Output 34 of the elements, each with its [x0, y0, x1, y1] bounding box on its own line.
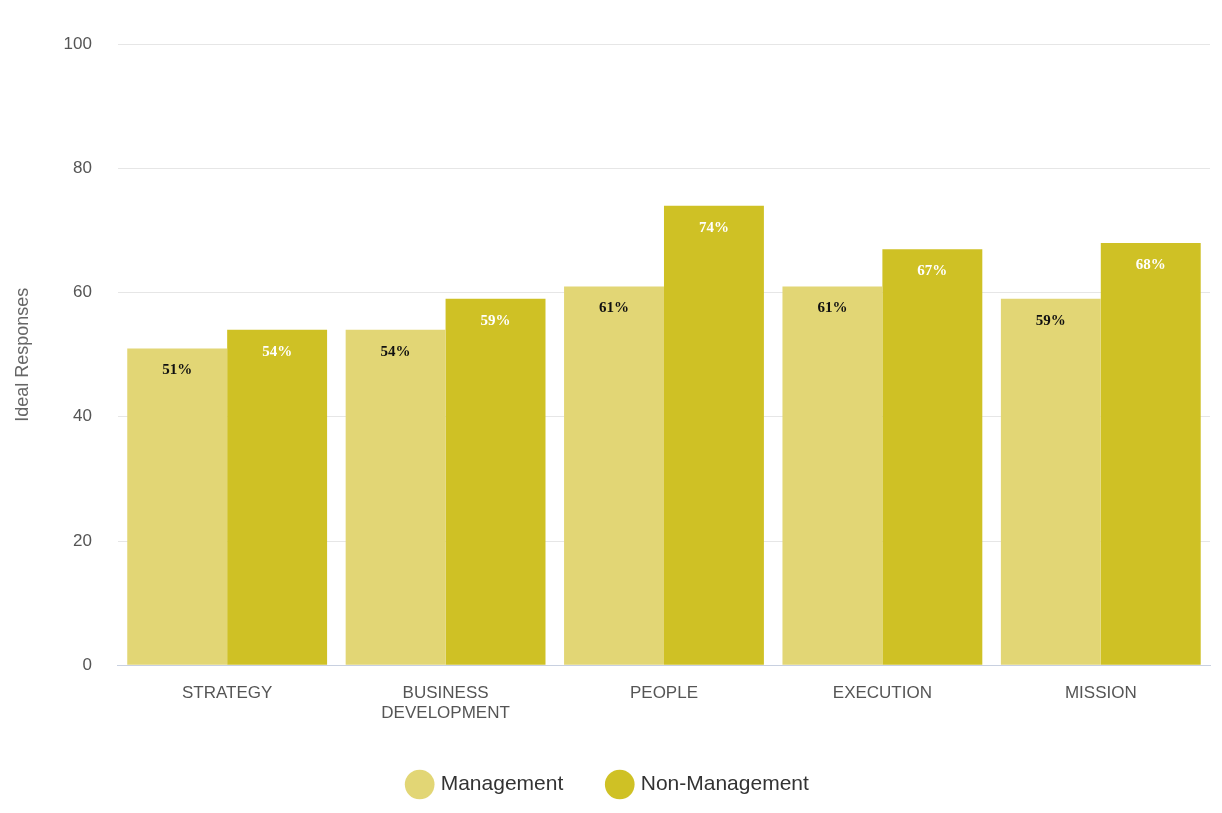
bar	[127, 348, 228, 665]
x-tick-label: PEOPLE	[629, 683, 699, 703]
data-label: 67%	[917, 262, 948, 279]
y-tick-label: 20	[73, 530, 92, 550]
y-tick-label: 0	[82, 654, 92, 674]
data-label: 54%	[262, 342, 293, 359]
bar	[445, 298, 546, 665]
legend-label: Management	[440, 771, 564, 795]
y-tick-label: 40	[73, 406, 92, 426]
bar	[782, 286, 883, 665]
y-tick-label: 80	[73, 158, 92, 178]
bar	[882, 249, 983, 665]
data-label: 68%	[1135, 255, 1166, 272]
y-axis-title: Ideal Responses	[11, 287, 32, 422]
bar	[1100, 242, 1201, 665]
x-tick-label: MISSION	[1064, 683, 1137, 703]
y-tick-label: 60	[73, 282, 92, 302]
legend-label: Non-Management	[640, 771, 809, 795]
data-label: 74%	[698, 218, 729, 235]
data-label: 61%	[599, 299, 630, 316]
data-label: 54%	[380, 342, 411, 359]
bar	[227, 329, 328, 665]
data-label: 51%	[162, 361, 193, 378]
x-tick-label: STRATEGY	[181, 683, 273, 703]
bar	[1000, 298, 1101, 665]
y-tick-label: 100	[63, 33, 92, 53]
data-label: 59%	[480, 311, 511, 328]
data-label: 59%	[1035, 311, 1066, 328]
bar	[564, 286, 664, 665]
data-label: 61%	[817, 299, 848, 316]
x-tick-label: BUSINESS DEVELOPMENT	[381, 683, 510, 723]
bar	[663, 205, 764, 665]
x-tick-label: EXECUTION	[832, 683, 932, 703]
bar	[345, 329, 446, 665]
